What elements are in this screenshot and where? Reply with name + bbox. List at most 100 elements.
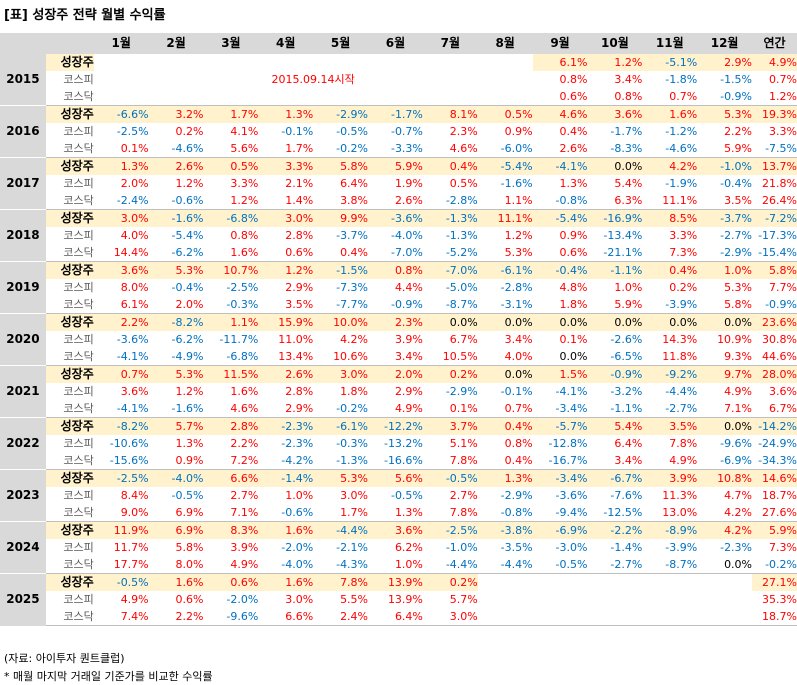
value-cell: -1.7%: [368, 105, 423, 123]
value-cell: 5.7%: [449, 593, 478, 606]
value-cell: 44.6%: [752, 348, 797, 366]
table-row: 코스피 11.7% 5.8% 3.9% -2.0% -2.1% 6.2% -1.0% -3.5%…: [0, 539, 797, 556]
value-cell: 8.3%: [203, 521, 259, 539]
value-cell: 0.6%: [532, 244, 588, 262]
value-cell: 1.3%: [368, 504, 423, 522]
value-cell: -6.9%: [697, 452, 753, 470]
series-label: 성장주: [45, 313, 94, 331]
empty-cell: [532, 573, 588, 591]
value-cell: 3.9%: [394, 333, 423, 346]
value-cell: 0.0%: [587, 313, 643, 331]
value-cell: -9.4%: [532, 504, 588, 522]
value-cell: -0.1%: [281, 125, 314, 138]
value-cell: 6.1%: [532, 53, 588, 71]
value-cell: 7.8%: [422, 504, 478, 522]
value-cell: 0.8%: [559, 73, 588, 86]
value-cell: 18.7%: [752, 608, 797, 626]
value-cell: 4.9%: [120, 593, 149, 606]
value-cell: 13.7%: [752, 157, 797, 175]
table-row: 코스피 2.0% 1.2% 3.3% 2.1% 6.4% 1.9% 0.5% -1.6% 1.3%…: [0, 175, 797, 192]
footnote: * 매월 마지막 거래일 기준가를 비교한 수익률: [4, 670, 213, 683]
column-header: 4월: [258, 33, 314, 54]
value-cell: -1.6%: [148, 400, 204, 418]
value-cell: 0.7%: [769, 73, 797, 86]
value-cell: 2.8%: [203, 417, 259, 435]
year-label: 2025: [0, 573, 46, 626]
value-cell: 1.3%: [477, 469, 533, 487]
value-cell: 1.7%: [258, 140, 314, 158]
value-cell: 5.4%: [587, 417, 643, 435]
value-cell: -7.0%: [422, 261, 478, 279]
value-cell: 0.5%: [449, 177, 478, 190]
value-cell: 0.2%: [669, 281, 698, 294]
value-cell: 1.9%: [394, 177, 423, 190]
value-cell: -0.9%: [587, 365, 643, 383]
value-cell: -12.5%: [587, 504, 643, 522]
value-cell: 14.3%: [662, 333, 698, 346]
value-cell: 0.0%: [587, 157, 643, 175]
value-cell: -1.9%: [665, 177, 698, 190]
value-cell: 3.5%: [697, 192, 753, 210]
value-cell: 0.0%: [477, 313, 533, 331]
value-cell: 5.6%: [203, 140, 259, 158]
series-label: 코스닥: [45, 192, 94, 210]
table-row: 코스닥 6.1% 2.0% -0.3% 3.5% -7.7% -0.9% -8.7% -3.1%…: [0, 296, 797, 314]
value-cell: -17.3%: [758, 229, 797, 242]
value-cell: 15.9%: [258, 313, 314, 331]
value-cell: 0.4%: [477, 417, 533, 435]
value-cell: 3.6%: [587, 105, 643, 123]
table-row: 코스피 4.9% 0.6% -2.0% 3.0% 5.5% 13.9% 5.7% 35.3%: [0, 591, 797, 608]
value-cell: 27.6%: [752, 504, 797, 522]
value-cell: 5.9%: [368, 157, 423, 175]
value-cell: -2.9%: [500, 489, 533, 502]
value-cell: 13.9%: [387, 593, 423, 606]
value-cell: -3.6%: [368, 209, 423, 227]
value-cell: -5.1%: [642, 53, 698, 71]
column-header: 12월: [697, 33, 753, 54]
value-cell: -6.8%: [203, 209, 259, 227]
value-cell: -4.4%: [477, 556, 533, 574]
value-cell: 7.8%: [669, 437, 698, 450]
value-cell: -5.7%: [532, 417, 588, 435]
value-cell: 1.4%: [258, 192, 314, 210]
table-row: 2023 성장주 -2.5% -4.0% 6.6% -1.4% 5.3% 5.6% -0.5% 1…: [0, 469, 797, 522]
value-cell: -1.7%: [610, 125, 643, 138]
value-cell: 0.1%: [559, 333, 588, 346]
value-cell: 2.7%: [230, 489, 259, 502]
value-cell: 1.6%: [258, 521, 314, 539]
value-cell: -2.6%: [610, 333, 643, 346]
value-cell: 6.9%: [148, 504, 204, 522]
table-row: 2018 성장주 3.0% -1.6% -6.8% 3.0% 9.9% -3.6% -1.3% 1…: [0, 209, 797, 262]
value-cell: 1.8%: [532, 296, 588, 314]
value-cell: 2.6%: [368, 192, 423, 210]
value-cell: 4.6%: [532, 105, 588, 123]
value-cell: 5.3%: [148, 365, 204, 383]
empty-cell: [642, 608, 698, 626]
value-cell: 2.0%: [148, 296, 204, 314]
table-row: 코스피 -10.6% 1.3% 2.2% -2.3% -0.3% -13.2% 5.1% 0.8…: [0, 435, 797, 452]
empty-cell: [93, 88, 533, 106]
value-cell: 0.4%: [559, 125, 588, 138]
value-cell: 1.0%: [285, 489, 314, 502]
value-cell: 5.3%: [148, 261, 204, 279]
value-cell: -12.2%: [368, 417, 423, 435]
table-row: 코스피 -2.5% 0.2% 4.1% -0.1% -0.5% -0.7% 2.3% 0.9% 0…: [0, 123, 797, 140]
value-cell: -21.1%: [587, 244, 643, 262]
value-cell: 3.4%: [368, 348, 423, 366]
series-label: 코스피: [63, 177, 94, 190]
value-cell: -8.7%: [642, 556, 698, 574]
value-cell: 1.1%: [203, 313, 259, 331]
value-cell: 28.0%: [752, 365, 797, 383]
value-cell: 0.7%: [642, 88, 698, 106]
series-label: 성장주: [45, 261, 94, 279]
value-cell: 0.9%: [504, 125, 533, 138]
value-cell: 1.7%: [203, 105, 259, 123]
table-row: 코스피 8.0% -0.4% -2.5% 2.9% -7.3% 4.4% -5.0% -2.8%…: [0, 279, 797, 296]
value-cell: -0.5%: [390, 489, 423, 502]
value-cell: 30.8%: [762, 333, 797, 346]
value-cell: -0.8%: [477, 504, 533, 522]
value-cell: 4.8%: [559, 281, 588, 294]
value-cell: 3.6%: [120, 385, 149, 398]
value-cell: -0.5%: [171, 489, 204, 502]
value-cell: -0.5%: [93, 573, 149, 591]
